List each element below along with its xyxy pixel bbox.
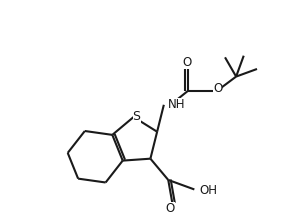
Text: O: O [166, 202, 175, 215]
Text: O: O [213, 83, 222, 95]
Text: NH: NH [168, 98, 185, 111]
Text: S: S [133, 110, 141, 122]
Text: O: O [182, 56, 192, 69]
Text: OH: OH [199, 184, 217, 197]
